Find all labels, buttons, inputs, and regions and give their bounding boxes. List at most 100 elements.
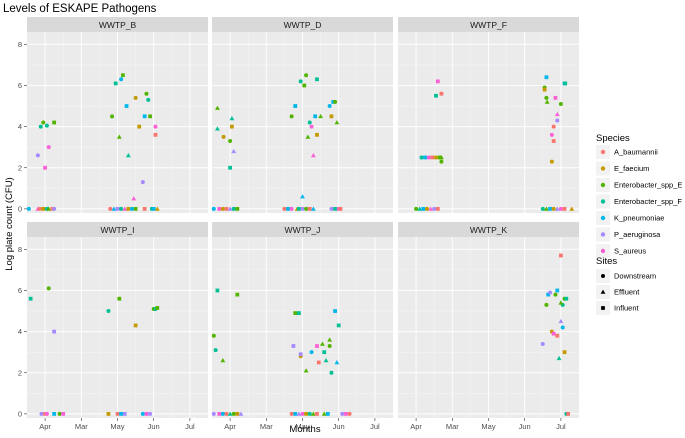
data-point [316, 360, 321, 365]
legend-color-swatch [600, 149, 606, 155]
data-point [313, 114, 318, 119]
data-point [540, 341, 545, 346]
y-tick-label: 0 [18, 409, 22, 418]
facet-strip-label: WWTP_B [99, 20, 137, 30]
data-point [38, 124, 43, 129]
data-point [428, 206, 433, 211]
data-point [296, 411, 302, 416]
data-point [315, 344, 319, 348]
chart-title: Levels of ESKAPE Pathogens [3, 3, 157, 15]
data-point [115, 206, 120, 211]
data-point [309, 350, 314, 355]
data-point [144, 91, 149, 96]
data-point [562, 350, 567, 355]
data-point [230, 124, 234, 129]
data-point [282, 206, 287, 211]
data-point [304, 206, 309, 211]
data-point [235, 411, 240, 416]
x-tick-label: Apr [39, 422, 51, 431]
data-point [555, 288, 560, 293]
data-point [554, 111, 560, 117]
data-point [52, 411, 57, 416]
data-point [106, 411, 111, 416]
data-point [142, 114, 147, 119]
data-point [334, 120, 340, 125]
data-point [434, 155, 439, 160]
data-point [211, 206, 216, 211]
facet-wwtp-b: WWTP_B 0 2 4 6 8 [18, 17, 208, 213]
data-point [131, 196, 137, 201]
data-point [432, 206, 437, 211]
x-tick-label: May [295, 422, 309, 431]
data-point [544, 99, 550, 104]
x-tick-label: Mar [75, 422, 88, 431]
data-point [296, 206, 301, 211]
data-point [238, 411, 244, 416]
legend-label: Effluent [614, 288, 640, 297]
legend-color-swatch [600, 215, 606, 221]
data-point [35, 153, 40, 158]
data-point [286, 206, 290, 211]
legend-shape-swatch [601, 306, 605, 310]
data-point [544, 75, 549, 80]
data-point [289, 206, 294, 211]
data-point [28, 296, 33, 301]
data-point [151, 206, 156, 211]
data-point [549, 159, 554, 164]
data-point [133, 323, 138, 328]
x-tick-label: Apr [410, 422, 422, 431]
legend-label: P_aeruginosa [614, 230, 661, 239]
data-point [224, 411, 229, 416]
data-point [439, 91, 444, 96]
data-point [111, 206, 117, 211]
data-point [569, 206, 575, 211]
x-tick-label: Jun [148, 422, 160, 431]
data-point [414, 206, 419, 211]
data-point [434, 93, 438, 98]
data-point [122, 411, 127, 416]
data-point [117, 296, 122, 301]
data-point [113, 81, 118, 86]
sites-legend: Sites Downstream Effluent Influent [596, 256, 656, 315]
data-point [122, 206, 128, 211]
facet-strip [27, 17, 208, 32]
facet-strip-label: WWTP_F [470, 20, 507, 30]
data-point [333, 206, 337, 211]
sites-legend-title: Sites [596, 256, 617, 267]
y-tick-label: 2 [18, 163, 22, 172]
data-point [52, 206, 57, 211]
data-point [57, 411, 62, 416]
data-point [126, 206, 131, 211]
y-tick-label: 8 [18, 245, 22, 254]
legend-color-swatch [600, 182, 606, 188]
data-point [119, 206, 124, 211]
data-point [419, 155, 424, 160]
data-point [298, 79, 303, 84]
data-point [548, 206, 552, 211]
data-point [340, 411, 345, 416]
data-point [558, 101, 563, 106]
data-point [125, 152, 131, 158]
data-point [52, 329, 57, 334]
data-point [305, 134, 311, 139]
data-point [37, 206, 42, 211]
x-tick-label: Jun [333, 422, 345, 431]
data-point [562, 206, 567, 211]
data-point [153, 132, 158, 137]
data-point [300, 206, 305, 211]
data-point [548, 290, 553, 295]
x-tick-label: May [481, 422, 495, 431]
data-point [121, 73, 125, 78]
facet-panels: WWTP_B 0 2 4 6 8 WWTP_D WWTP_F WWTP_I 0 2 4 6 8 Apr Mar… [18, 17, 579, 431]
data-point [329, 370, 334, 375]
data-point [215, 105, 220, 110]
data-point [544, 302, 549, 307]
legend-shape-swatch [600, 289, 606, 294]
facet-wwtp-f: WWTP_F [398, 17, 579, 213]
data-point [325, 411, 330, 416]
data-point [560, 325, 565, 330]
data-point [338, 206, 343, 211]
data-point [304, 411, 309, 416]
x-tick-label: Jun [519, 422, 531, 431]
data-point [220, 411, 225, 416]
